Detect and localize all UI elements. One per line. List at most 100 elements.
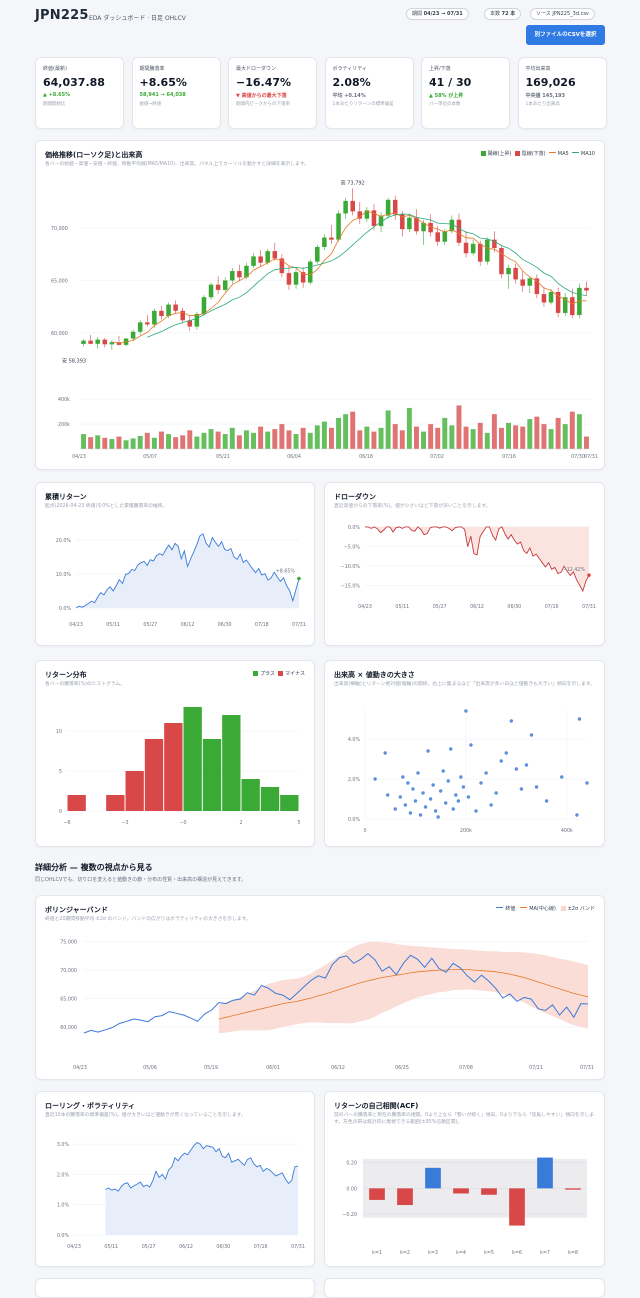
select-csv-button[interactable]: 別ファイルのCSVを選択 <box>526 25 605 45</box>
price-panel[interactable]: 価格推移(ローソク足)と出来高 各バーの始値・高値・安値・終値、移動平均線(MA… <box>35 140 605 470</box>
x-tick-label: 06/30 <box>507 604 521 610</box>
rv-panel-desc: 直近10本の騰落率の標準偏差(%)。値が大きいほど値動きが荒くなっていることを示… <box>45 1113 246 1118</box>
kpi-note: 1本あたりリターンの標準偏差 <box>332 102 394 107</box>
x-tick-label: 07/16 <box>545 604 559 610</box>
volume-bar <box>406 407 412 449</box>
candle-body <box>378 215 384 227</box>
candle-body <box>357 211 363 219</box>
volume-bar <box>81 434 87 449</box>
x-tick-label: k=6 <box>512 1250 522 1256</box>
candle-body <box>350 200 355 212</box>
volume-bar <box>314 425 320 449</box>
volume-bar <box>272 429 278 449</box>
volume-bar <box>541 424 547 449</box>
section-desc: 同じOHLCVでも、切り口を変えると値動きの癖・分布の性質・出来高の構造が見えて… <box>35 877 247 883</box>
acf-chart: 0.20 0.00 −0.20 k=1 k=2 k=3 k=4 k=5 k=6 k=7 k=8 <box>342 1157 587 1256</box>
kpi-note: 期間開始比 <box>43 102 66 107</box>
x-tick-label: 06/12 <box>470 604 484 610</box>
y-tick-label: 0 <box>59 809 62 815</box>
candle-body <box>428 222 433 233</box>
candle-body <box>272 251 278 259</box>
ma5-line <box>111 210 587 344</box>
volume-bar <box>435 427 441 449</box>
scatter-point <box>494 791 498 795</box>
kpi-card: 上昇/下落 41 / 30 ▲ 58% が上昇 バー単位の本数 <box>421 57 510 129</box>
candle-body <box>336 213 341 240</box>
scatter-point <box>413 799 418 803</box>
scatter-point <box>449 747 453 751</box>
x-tick-label: 04/23 <box>73 1065 87 1071</box>
scatter-point <box>444 801 448 805</box>
kpi-note: 期間内ピークからの下落率 <box>236 102 290 107</box>
candle-body <box>130 331 136 339</box>
x-tick-label: 06/01 <box>266 1065 280 1071</box>
series-line <box>105 1142 299 1192</box>
ma10-line-icon <box>571 152 579 153</box>
x-tick-label: 07/31 <box>584 454 598 460</box>
volume-bar <box>166 434 172 449</box>
x-tick-label: 06/25 <box>395 1065 409 1071</box>
x-tick-label: 5 <box>297 820 300 826</box>
x-tick-label: 07/02 <box>430 454 444 460</box>
volume-bar <box>251 432 257 449</box>
ma-line <box>218 969 589 1020</box>
volume-bar <box>173 437 179 449</box>
volume-bar <box>180 435 186 449</box>
up-swatch-icon <box>480 151 486 156</box>
volume-bar <box>130 438 136 449</box>
candle-body <box>286 273 292 285</box>
x-tick-label: 06/30 <box>216 1244 230 1250</box>
y-tick-label: 75,000 <box>60 940 77 946</box>
scatter-point <box>459 775 463 779</box>
acf-bar <box>565 1188 581 1190</box>
candle-body <box>456 219 462 243</box>
candle-body <box>237 271 242 278</box>
legend-band: ±2σ バンド <box>567 906 595 912</box>
end-value-label: +8.65% <box>276 569 296 575</box>
dd-panel-title: ドローダウン <box>334 493 376 501</box>
y-tick-label: 20.0% <box>56 538 72 544</box>
volume-bar <box>364 426 370 449</box>
candle-body <box>364 210 370 219</box>
x-tick-label: 05/11 <box>106 622 120 628</box>
candle-body <box>194 313 200 327</box>
scatter-point <box>524 763 529 767</box>
y-tick-label: −5.0% <box>344 544 361 550</box>
candle-body <box>201 297 207 314</box>
x-tick-label: k=7 <box>540 1250 550 1256</box>
volume-bar <box>194 436 200 449</box>
bollinger-band <box>218 941 588 1034</box>
volume-bar <box>569 411 575 449</box>
scatter-chart: 4.0% 2.0% 0.0%0 200k 400k <box>348 709 589 834</box>
volume-bar <box>116 436 122 449</box>
drawdown-chart: 0.0% −5.0% −10.0% −15.0% 04/23 05/11 05/27 06/1… <box>341 525 596 610</box>
minus-swatch-icon <box>278 671 284 676</box>
x-tick-label: 05/21 <box>216 454 230 460</box>
volume-bar <box>300 427 306 449</box>
plus-swatch-icon <box>253 671 258 676</box>
volume-bar <box>88 437 94 449</box>
candle-body <box>463 242 469 254</box>
x-tick-label: 04/23 <box>69 622 83 628</box>
legend-ma: MA(中心線) <box>529 906 556 912</box>
y-tick-label: 2.0% <box>57 1172 70 1178</box>
y-tick-label: 4.0% <box>348 737 361 743</box>
volume-bar <box>456 405 462 449</box>
rolling-vol-chart: 3.0% 2.0% 1.0% 0.0% 04/23 05/11 05/27 06/12 06/3… <box>57 1142 305 1250</box>
source-pill: ソース JPN225_3d.csv <box>530 8 595 20</box>
scatter-point <box>474 809 478 813</box>
area-fill <box>76 533 299 608</box>
legend-ma10: MA10 <box>580 151 595 157</box>
acf-bar <box>369 1188 385 1200</box>
candle-body <box>562 297 568 313</box>
area-fill <box>365 526 589 592</box>
volume-bar <box>222 434 228 449</box>
scatter-point <box>461 785 466 789</box>
scatter-point <box>529 733 534 737</box>
x-tick-label: 07/31 <box>580 1065 594 1071</box>
y-tick-label: 70,000 <box>60 968 77 974</box>
candle-body <box>442 231 448 242</box>
x-tick-label: 06/30 <box>218 622 232 628</box>
candle-body <box>421 222 426 232</box>
candlestick-chart: 70,000 65,000 60,000 高 73,792 安 58,393 400k 20… <box>51 179 598 460</box>
